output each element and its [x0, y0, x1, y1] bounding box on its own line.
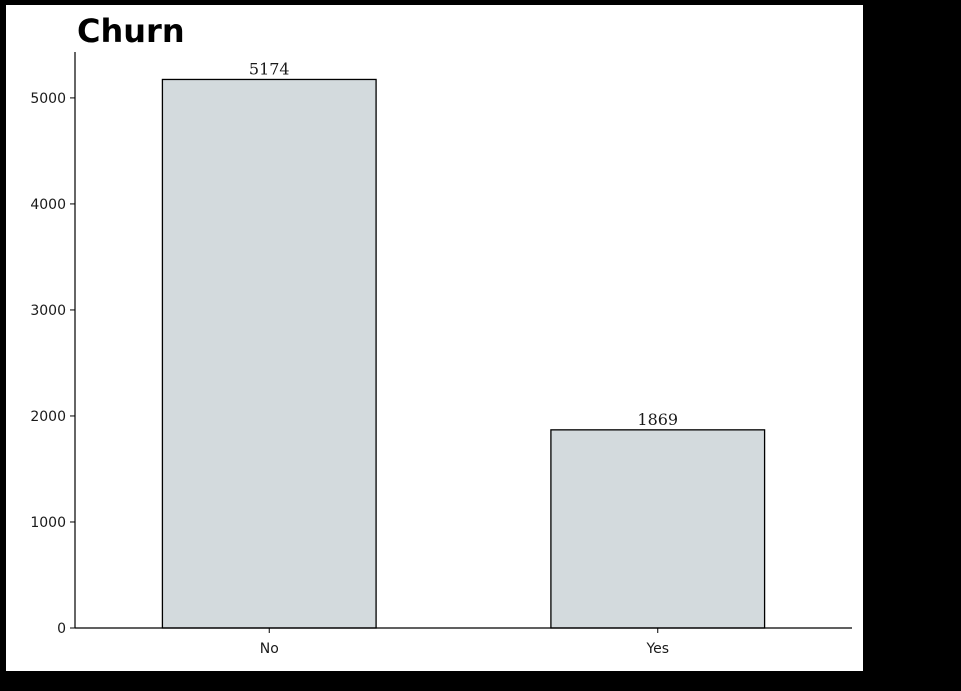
bar-chart: Churn 5174 1869 0 1000 2000 3000 4000 5000 No Y… [30, 12, 852, 657]
x-axis: No Yes [75, 627, 852, 657]
y-tick-label-1000: 1000 [30, 515, 66, 531]
bars-layer [161, 78, 766, 629]
y-tick-label-0: 0 [57, 621, 66, 637]
y-tick-label-2000: 2000 [30, 409, 66, 425]
chart-title: Churn [77, 12, 185, 50]
x-tick-label-no: No [260, 641, 279, 657]
y-tick-label-3000: 3000 [30, 303, 66, 319]
data-label-yes: 1869 [637, 410, 678, 429]
data-labels-layer: 5174 1869 [249, 59, 678, 428]
y-tick-label-5000: 5000 [30, 91, 66, 107]
bar-yes [550, 429, 766, 629]
figure-canvas: Churn 5174 1869 0 1000 2000 3000 4000 5000 No Y… [6, 5, 863, 671]
data-label-no: 5174 [249, 59, 290, 78]
x-tick-label-yes: Yes [645, 641, 669, 657]
y-axis: 0 1000 2000 3000 4000 5000 [30, 52, 76, 637]
bar-no [161, 78, 377, 629]
y-tick-label-4000: 4000 [30, 197, 66, 213]
